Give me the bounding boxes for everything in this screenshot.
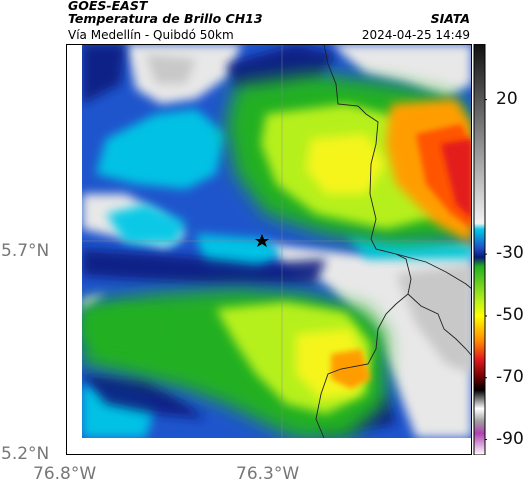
boundary-line-east <box>395 253 472 290</box>
colorbar-tick-label: -70 <box>496 366 524 387</box>
colorbar-tick-label: -30 <box>496 243 524 264</box>
product-title: Temperatura de Brillo CH13 <box>68 11 263 26</box>
lon-tick-label: 76.3°W <box>236 464 300 484</box>
colorbar-tick-label: -90 <box>496 428 524 449</box>
lon-tick-label: 76.8°W <box>33 464 97 484</box>
colorbar-gradient <box>473 44 486 455</box>
lat-tick-label: 5.7°N <box>1 240 50 261</box>
region-subtitle: Vía Medellín - Quibdó 50km <box>68 28 234 42</box>
colorbar-tick-label: -50 <box>496 304 524 325</box>
star-marker-icon[interactable] <box>255 234 269 247</box>
brightness-temperature-map[interactable] <box>66 44 472 455</box>
temperature-colorbar <box>473 44 487 455</box>
brand-label: SIATA <box>430 11 470 26</box>
map-frame <box>66 44 472 455</box>
timestamp-label: 2024-04-25 14:49 <box>361 28 470 42</box>
cloud-field <box>82 44 472 438</box>
satellite-map-panel[interactable] <box>66 44 472 455</box>
colorbar-tick-label: 20 <box>496 88 518 109</box>
boundary-line-southeast <box>407 293 472 357</box>
lat-tick-label: 5.2°N <box>1 444 50 464</box>
satellite-title: GOES-EAST <box>68 0 148 13</box>
